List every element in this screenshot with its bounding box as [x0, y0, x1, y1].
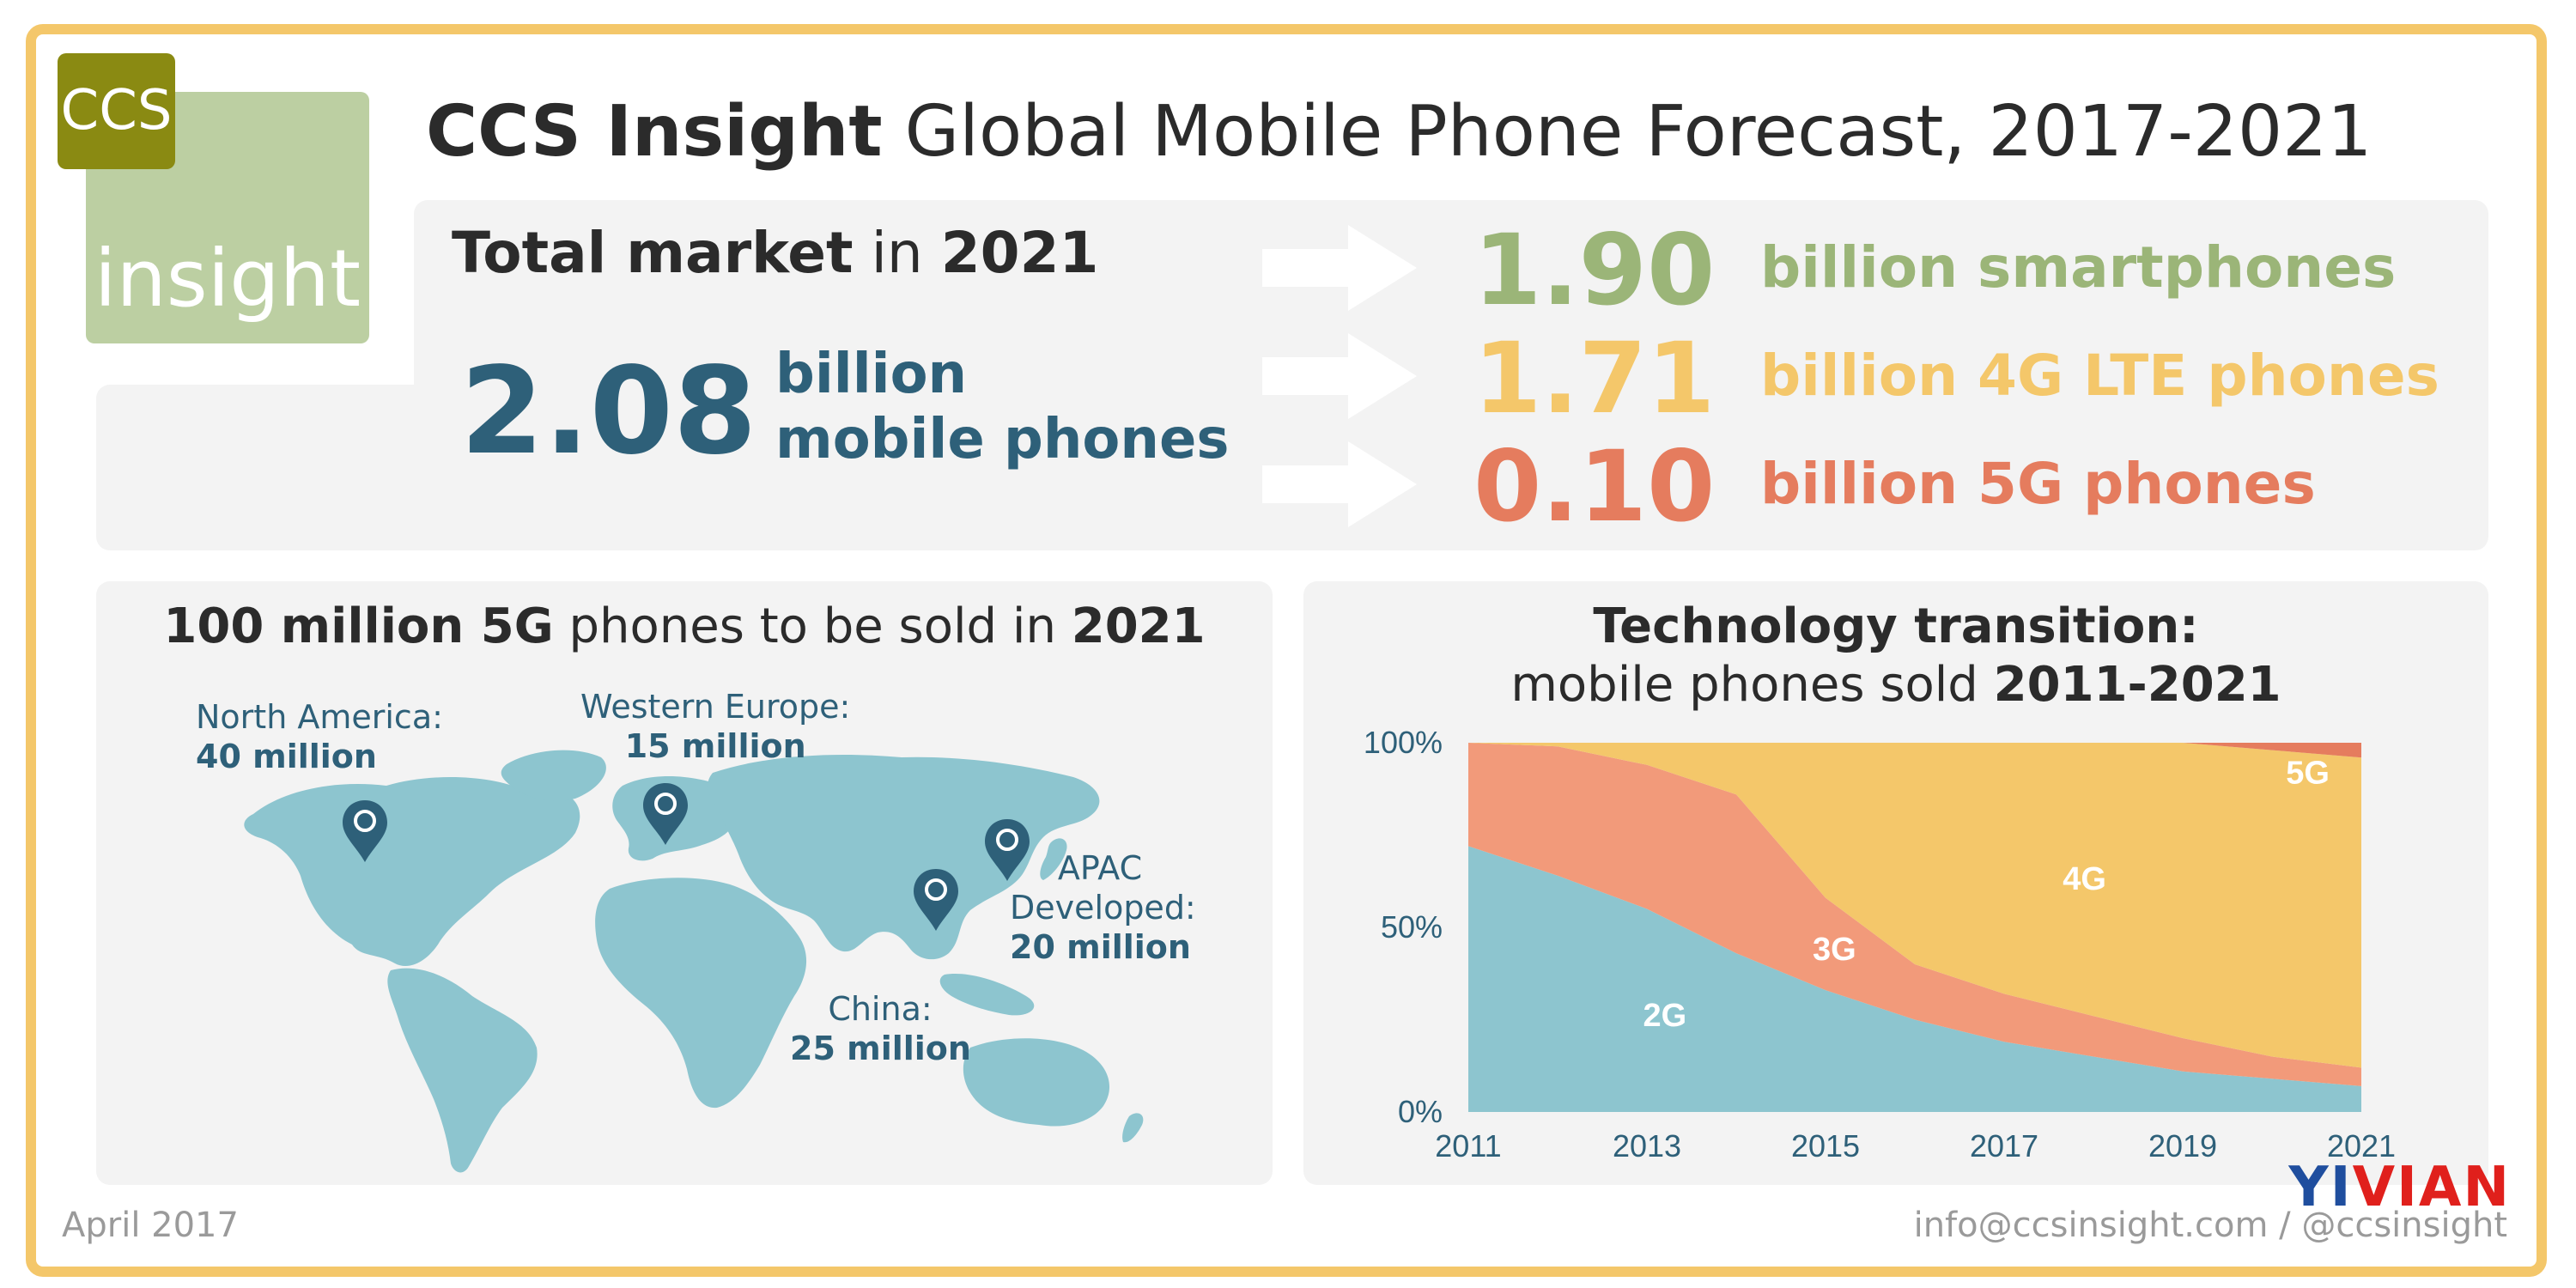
chart-heading-line1: Technology transition:: [1593, 598, 2199, 654]
map-heading-bold2: 2021: [1071, 598, 1206, 654]
map-heading: 100 million 5G phones to be sold in 2021: [96, 598, 1273, 656]
arrow-right-icon: [1262, 333, 1417, 419]
new-zealand-shape: [1122, 1113, 1144, 1143]
map-pin-icon: [914, 869, 958, 931]
north-america-name: North America:: [196, 698, 443, 736]
apac-name-line1: APAC: [1057, 849, 1143, 887]
apac-value: 20 million: [1010, 928, 1191, 966]
label-china: China: 25 million: [790, 989, 971, 1068]
south-america-shape: [387, 968, 538, 1173]
area-series-5G: [1468, 743, 2361, 758]
x-tick-label: 2013: [1613, 1128, 1681, 1163]
area-series-4G: [1468, 743, 2361, 1068]
technology-area-chart: 2G 3G 4G 5G 0% 50% 100% 2011 2013 2015 2017 2019 202…: [1364, 725, 2396, 1163]
x-tick-label: 2021: [2327, 1128, 2396, 1163]
x-tick-label: 2011: [1435, 1128, 1501, 1163]
lte-value: 1.71: [1473, 321, 1716, 435]
total-market-unit: billion mobile phones: [775, 342, 1229, 472]
logo-ccs: CCS: [58, 53, 175, 169]
north-america-value: 40 million: [196, 738, 377, 775]
area-series-3G: [1468, 743, 2361, 1086]
x-tick-label: 2017: [1970, 1128, 2038, 1163]
north-america-shape: [244, 776, 580, 967]
y-tick-label: 50%: [1381, 909, 1443, 945]
map-pin-icon: [343, 800, 387, 862]
world-map: [244, 750, 1144, 1173]
arrow-right-icon: [1262, 441, 1417, 527]
series-label-5G: 5G: [2286, 755, 2330, 791]
smartphones-label: billion smartphones: [1760, 234, 2397, 301]
africa-shape: [595, 878, 807, 1109]
total-market-heading: Total market in 2021: [452, 219, 1098, 288]
series-label-3G: 3G: [1813, 932, 1856, 968]
chart-heading-line2: mobile phones sold 2011-2021: [1303, 656, 2488, 714]
asia-shape: [708, 755, 1100, 960]
page-title: CCS Insight Global Mobile Phone Forecast…: [426, 89, 2372, 175]
arrow-right-icon: [1262, 225, 1417, 311]
china-name: China:: [828, 990, 933, 1028]
top-panel-background-left: [96, 385, 440, 550]
total-heading-mid: in: [871, 220, 923, 286]
western-europe-name: Western Europe:: [580, 688, 851, 726]
y-tick-label: 0%: [1398, 1094, 1443, 1129]
footer-date: April 2017: [62, 1206, 239, 1245]
series-label-4G: 4G: [2063, 861, 2106, 897]
x-tick-label: 2019: [2148, 1128, 2217, 1163]
smartphones-value: 1.90: [1473, 213, 1716, 327]
x-tick-label: 2015: [1791, 1128, 1860, 1163]
footer-contact: info@ccsinsight.com / @ccsinsight: [1913, 1206, 2507, 1245]
chart-heading: Technology transition: mobile phones sol…: [1303, 598, 2488, 714]
label-north-america: North America: 40 million: [196, 697, 443, 776]
map-pin-icon: [643, 783, 688, 845]
lte-label: billion 4G LTE phones: [1760, 343, 2439, 409]
top-panel-background: [414, 200, 2488, 550]
map-heading-bold1: 100 million 5G: [163, 598, 554, 654]
apac-name-line2: Developed:: [1010, 889, 1196, 927]
total-heading-bold1: Total market: [452, 220, 854, 286]
series-label-2G: 2G: [1643, 998, 1686, 1034]
border-frame: [26, 24, 2547, 1277]
total-unit-line2: mobile phones: [775, 408, 1230, 471]
southeast-asia-shape: [939, 974, 1035, 1016]
japan-shape: [1040, 838, 1067, 880]
chart-heading-line2-pre: mobile phones sold: [1510, 657, 1978, 713]
area-series-2G: [1468, 846, 2361, 1112]
western-europe-value: 15 million: [624, 727, 806, 765]
fiveg-value: 0.10: [1473, 429, 1716, 544]
logo-insight: insight: [94, 233, 361, 325]
title-brand: CCS Insight: [426, 91, 883, 173]
map-pin-icon: [985, 819, 1030, 881]
greenland-shape: [501, 750, 606, 801]
title-rest: Global Mobile Phone Forecast, 2017-2021: [904, 91, 2372, 173]
total-heading-bold2: 2021: [940, 220, 1099, 286]
map-heading-mid: phones to be sold in: [568, 598, 1056, 654]
y-tick-label: 100%: [1364, 725, 1443, 760]
watermark-logo: YIVIAN: [2288, 1157, 2511, 1218]
label-western-europe: Western Europe: 15 million: [580, 687, 850, 766]
china-value: 25 million: [790, 1030, 971, 1067]
total-unit-line1: billion: [775, 343, 968, 406]
total-market-value: 2.08: [460, 342, 757, 482]
watermark-part2: VIAN: [2352, 1156, 2511, 1219]
fiveg-label: billion 5G phones: [1760, 451, 2316, 517]
label-apac-developed: APAC Developed: 20 million: [1010, 848, 1196, 967]
watermark-part1: YI: [2288, 1156, 2353, 1219]
chart-heading-line2-bold: 2011-2021: [1993, 657, 2281, 713]
australia-shape: [963, 1038, 1110, 1127]
